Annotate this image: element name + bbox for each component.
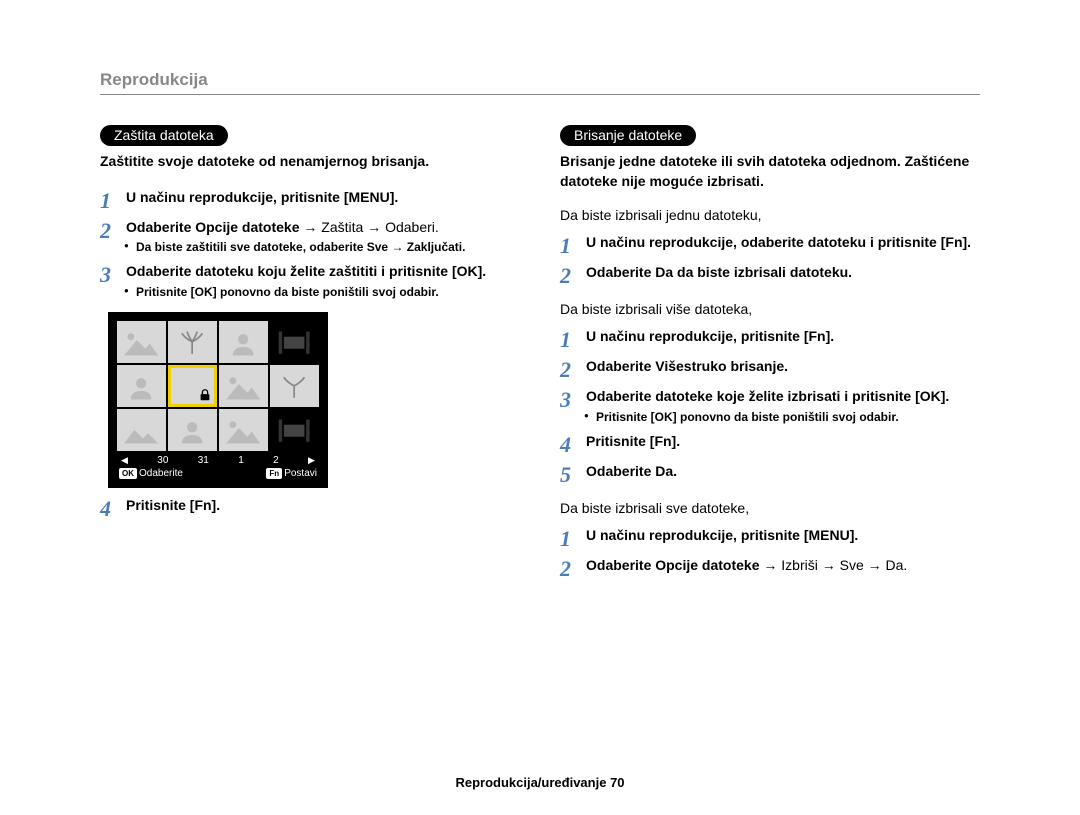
step-text: U načinu reprodukcije, odaberite datotek…	[586, 233, 980, 253]
step-text: U načinu reprodukcije, pritisnite [MENU]…	[586, 526, 980, 546]
step-text: Odaberite Opcije datoteke → Izbriši → Sv…	[586, 556, 980, 576]
step-subtext: Pritisnite [OK] ponovno da biste poništi…	[126, 284, 520, 301]
step-number: 2	[560, 359, 586, 381]
step-number: 1	[560, 329, 586, 351]
section-delete-file: Brisanje datoteke	[560, 125, 696, 146]
thumb	[270, 365, 319, 407]
film-icon	[277, 328, 311, 357]
thumbnail-dates: ◀ 30 31 1 2 ▶	[117, 455, 319, 466]
step-number: 2	[100, 220, 126, 242]
photo-icon	[124, 416, 158, 445]
step-number: 2	[560, 265, 586, 287]
page-title: Reprodukcija	[100, 70, 980, 95]
palm-icon	[175, 328, 209, 357]
step-number: 3	[100, 264, 126, 286]
thumb	[117, 321, 166, 363]
intro-single: Da biste izbrisali jednu datoteku,	[560, 207, 980, 223]
intro-multiple: Da biste izbrisali više datoteka,	[560, 301, 980, 317]
thumb	[117, 365, 166, 407]
portrait-icon	[226, 328, 260, 357]
left-column: Zaštita datoteka Zaštitite svoje datotek…	[100, 125, 520, 586]
thumb	[168, 409, 217, 451]
right-column: Brisanje datoteke Brisanje jedne datotek…	[560, 125, 980, 586]
step-number: 5	[560, 464, 586, 486]
step-text: Pritisnite [Fn].	[586, 432, 980, 452]
step-subtext: Pritisnite [OK] ponovno da biste poništi…	[586, 409, 980, 426]
thumb-selected	[168, 365, 217, 407]
fn-action: FnPostavi	[266, 468, 317, 479]
step-number: 1	[100, 190, 126, 212]
protect-desc: Zaštitite svoje datoteke od nenamjernog …	[100, 152, 520, 172]
thumbnail-preview: ◀ 30 31 1 2 ▶ OKOdaberite FnPostavi	[108, 312, 328, 488]
photo-icon	[124, 328, 158, 357]
next-arrow-icon: ▶	[308, 455, 315, 466]
ok-action: OKOdaberite	[119, 468, 183, 479]
step-text: Odaberite Višestruko brisanje.	[586, 357, 980, 377]
step-number: 2	[560, 558, 586, 580]
thumb	[168, 321, 217, 363]
step-number: 1	[560, 528, 586, 550]
step-text: U načinu reprodukcije, pritisnite [Fn].	[586, 327, 980, 347]
step-text: Odaberite Opcije datoteke → Zaštita → Od…	[126, 218, 520, 238]
step-text: Odaberite datoteku koju želite zaštititi…	[126, 262, 520, 282]
lock-icon	[198, 388, 212, 402]
step-text: Pritisnite [Fn].	[126, 496, 520, 516]
step-text: U načinu reprodukcije, pritisnite [MENU]…	[126, 188, 520, 208]
thumb-video	[270, 321, 319, 363]
palm-icon	[277, 372, 311, 401]
thumb	[219, 409, 268, 451]
prev-arrow-icon: ◀	[121, 455, 128, 466]
step-number: 3	[560, 389, 586, 411]
delete-desc: Brisanje jedne datoteke ili svih datotek…	[560, 152, 980, 191]
photo-icon	[226, 372, 260, 401]
thumb-video	[270, 409, 319, 451]
thumb	[117, 409, 166, 451]
photo-icon	[226, 416, 260, 445]
section-protect-files: Zaštita datoteka	[100, 125, 228, 146]
intro-all: Da biste izbrisali sve datoteke,	[560, 500, 980, 516]
step-subtext: Da biste zaštitili sve datoteke, odaberi…	[126, 239, 520, 256]
portrait-icon	[124, 372, 158, 401]
step-number: 4	[100, 498, 126, 520]
step-number: 4	[560, 434, 586, 456]
step-text: Odaberite datoteke koje želite izbrisati…	[586, 387, 980, 407]
step-text: Odaberite Da da biste izbrisali datoteku…	[586, 263, 980, 283]
step-number: 1	[560, 235, 586, 257]
thumb	[219, 365, 268, 407]
step-text: Odaberite Da.	[586, 462, 980, 482]
film-icon	[277, 416, 311, 445]
page-footer: Reprodukcija/uređivanje 70	[0, 775, 1080, 790]
thumb	[219, 321, 268, 363]
portrait-icon	[175, 416, 209, 445]
